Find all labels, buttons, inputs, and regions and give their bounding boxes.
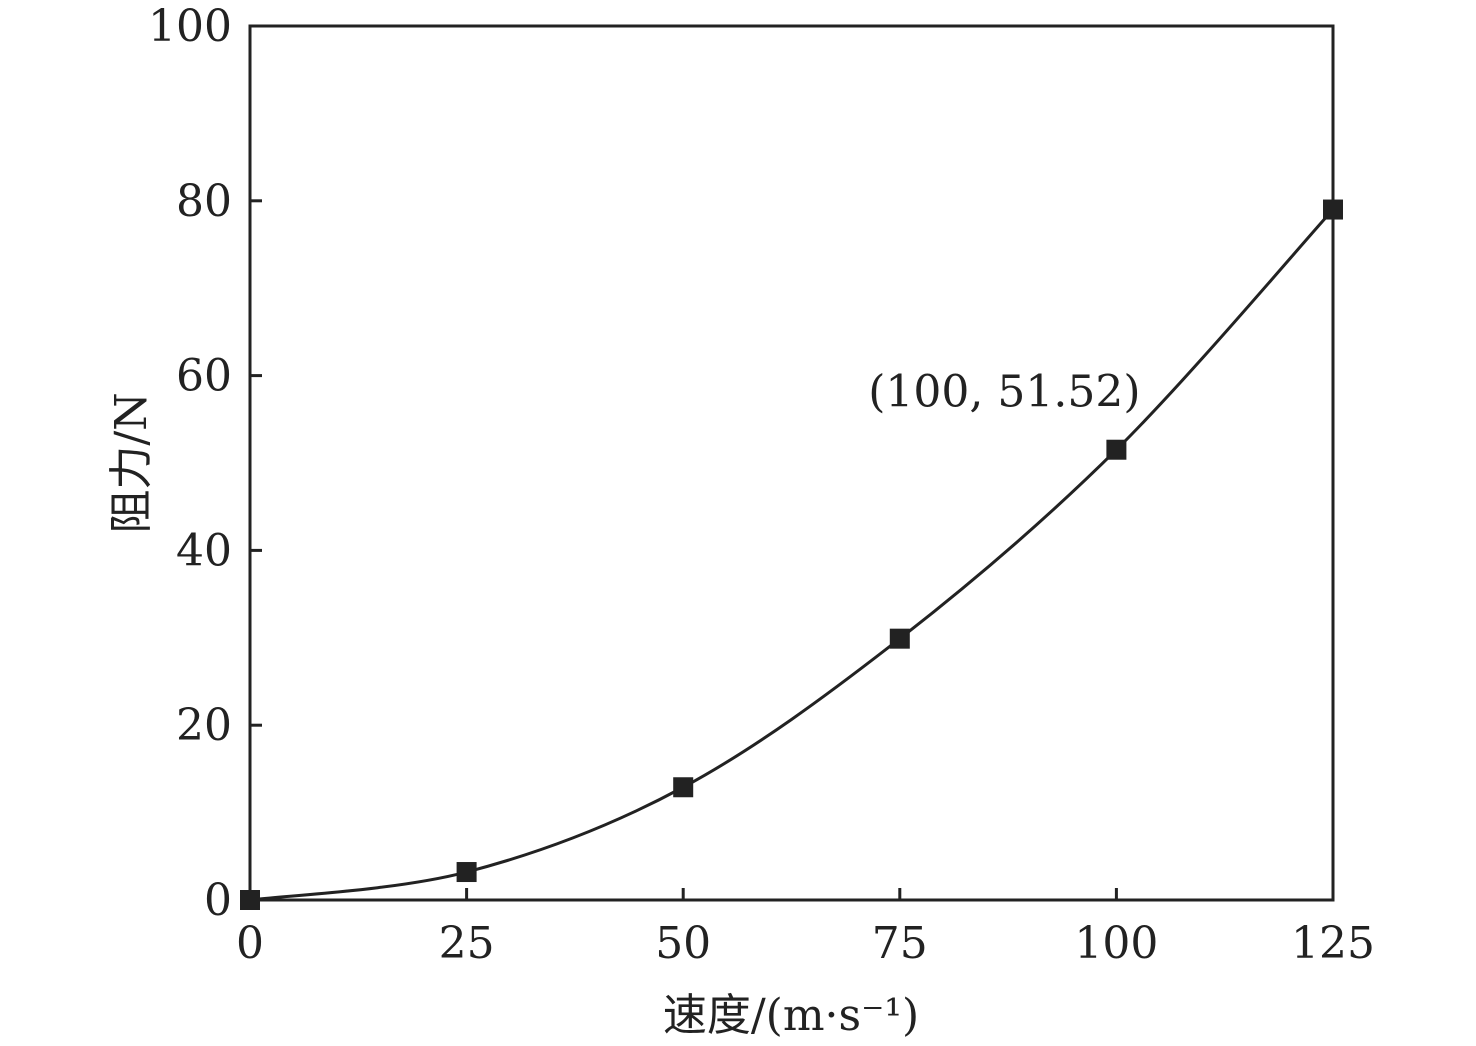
- x-axis-title: 速度/(m·s⁻¹): [663, 990, 919, 1041]
- data-point: [240, 890, 260, 910]
- data-point: [456, 862, 477, 883]
- x-tick-label: 50: [655, 918, 711, 969]
- x-tick-label: 100: [1074, 918, 1158, 969]
- y-tick-label: 0: [204, 875, 232, 926]
- x-tick-label: 125: [1291, 918, 1375, 969]
- x-tick-label: 0: [236, 918, 264, 969]
- x-tick-label: 25: [439, 918, 495, 969]
- series-markers: [240, 199, 1343, 910]
- y-axis-title: 阻力/N: [106, 392, 157, 533]
- y-tick-label: 40: [176, 525, 232, 576]
- y-tick-label: 20: [176, 700, 232, 751]
- x-axis-ticks: 0 25 50 75 100 125: [236, 888, 1375, 969]
- y-axis-ticks: 0 20 40 60 80 100: [148, 1, 262, 926]
- data-point: [889, 628, 910, 649]
- series-curve: [249, 208, 1335, 902]
- plot-frame: [248, 24, 1335, 902]
- data-point: [673, 777, 694, 798]
- point-annotation: (100, 51.52): [868, 367, 1140, 418]
- y-tick-label: 80: [176, 176, 232, 227]
- y-tick-label: 100: [148, 1, 232, 52]
- y-tick-label: 60: [176, 351, 232, 402]
- x-tick-label: 75: [872, 918, 928, 969]
- data-point: [1323, 199, 1343, 220]
- data-point: [1106, 439, 1127, 460]
